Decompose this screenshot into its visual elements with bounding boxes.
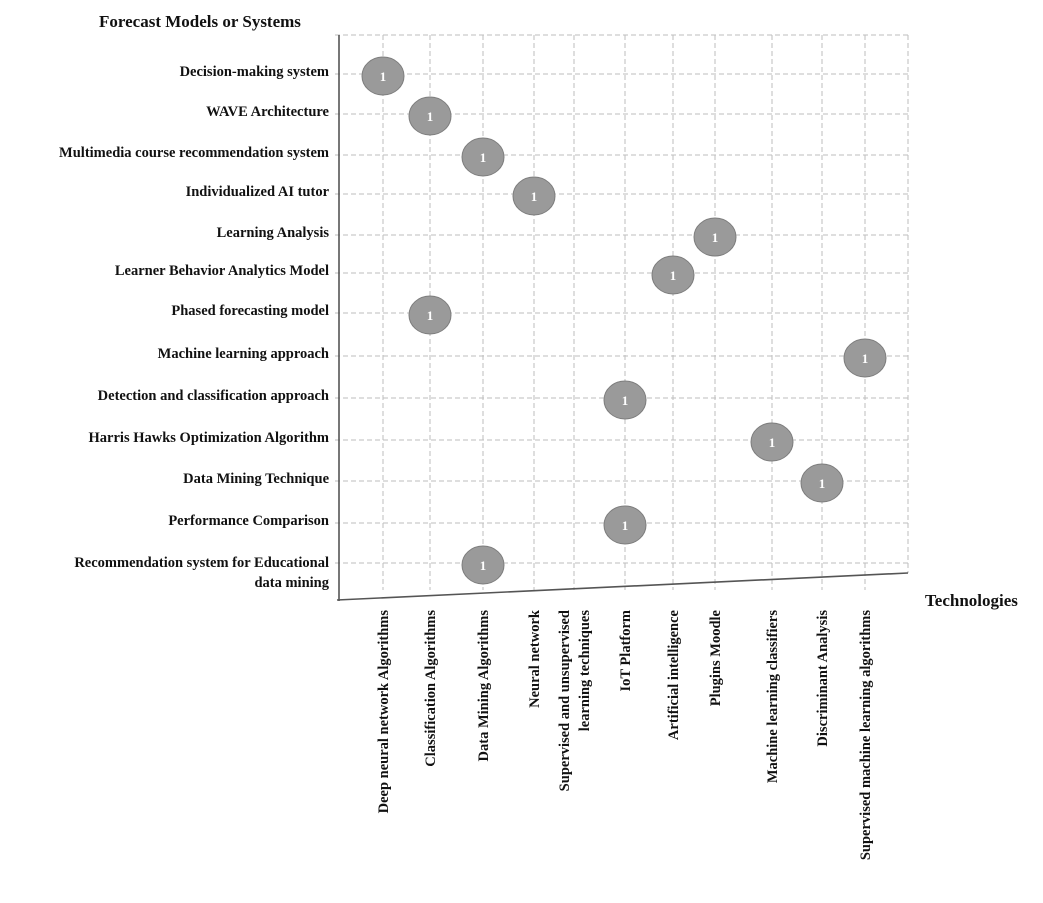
bubbles: 1 1 1 1 1 1 1 1 1 1 1 1 1 [361,56,887,585]
bubble-value-label: 1 [480,150,487,165]
bubble [361,56,405,96]
row-label: Learner Behavior Analytics Model [115,263,329,279]
column-label-line: Artificial intelligence [666,609,682,740]
column-label: Plugins Moodle [708,609,724,706]
column-label-text: Data Mining Algorithms [476,610,492,762]
bubble [750,422,794,462]
row-label-line: Phased forecasting model [171,303,329,319]
row-label: Data Mining Technique [183,471,329,487]
column-label-text: Supervised and unsupervised learning tech… [557,610,593,792]
column-label-line: Plugins Moodle [708,609,724,706]
bubble-value-label: 1 [427,109,434,124]
bubble [800,463,844,503]
column-label-line: Supervised and unsupervised [557,610,573,791]
column-label-line: Deep neural network Algorithms [376,610,392,814]
column-label: Artificial intelligence [666,609,682,740]
bubble-value-label: 1 [380,69,387,84]
row-label: Learning Analysis [217,225,330,241]
x-axis-line [336,572,909,601]
column-label-text: Supervised machine learning algorithms [858,610,874,860]
column-label-text: Plugins Moodle [708,609,724,706]
bubble [408,295,452,335]
column-labels: Deep neural network Algorithms Classifica… [376,609,874,860]
bubble-value-label: 1 [819,476,826,491]
bubble [461,545,505,585]
bubble [843,338,887,378]
column-label-text: Classification Algorithms [423,610,439,767]
bubble-value-label: 1 [531,189,538,204]
row-label-line: Learning Analysis [217,225,330,241]
column-label-line: Supervised machine learning algorithms [858,610,874,860]
column-label-text: Artificial intelligence [666,609,682,740]
row-label-line: WAVE Architecture [206,104,329,120]
row-label-line: Machine learning approach [158,346,329,362]
row-label: Harris Hawks Optimization Algorithm [89,430,329,446]
row-label-line: Learner Behavior Analytics Model [115,263,329,279]
row-label-line: Recommendation system for Educational [74,555,329,571]
column-label: Supervised and unsupervised learning tech… [557,610,593,792]
row-label: Decision-making system [180,64,329,80]
bubble [651,255,695,295]
bubble-value-label: 1 [427,308,434,323]
bubble-value-label: 1 [670,268,677,283]
bubble-value-label: 1 [862,351,869,366]
column-label-line: Neural network [527,609,543,708]
column-label: Neural network [527,609,543,708]
row-label: Performance Comparison [168,513,329,529]
column-label-line: Discriminant Analysis [815,610,831,747]
row-label: Multimedia course recommendation system [59,145,329,161]
column-label-text: Deep neural network Algorithms [376,610,392,814]
bubble-value-label: 1 [480,558,487,573]
row-label-line: Data Mining Technique [183,471,329,487]
x-axis-title: Technologies [925,591,1018,610]
bubble-value-label: 1 [769,435,776,450]
row-label-line: Detection and classification approach [98,388,329,404]
column-label-text: Discriminant Analysis [815,610,831,747]
row-label: WAVE Architecture [206,104,329,120]
row-labels: Decision-making system WAVE Architecture M… [59,64,330,591]
row-label-line: data mining [254,575,329,591]
column-label-line: learning techniques [577,610,593,732]
row-label: Machine learning approach [158,346,329,362]
column-label-line: Classification Algorithms [423,610,439,767]
column-label: Deep neural network Algorithms [376,610,392,814]
column-label-text: IoT Platform [618,610,634,692]
row-label: Phased forecasting model [171,303,329,319]
row-label: Detection and classification approach [98,388,329,404]
row-label-line: Performance Comparison [168,513,329,529]
column-label-line: Data Mining Algorithms [476,610,492,762]
column-label-line: Machine learning classifiers [765,610,781,784]
column-label-text: Machine learning classifiers [765,610,781,784]
column-label: Machine learning classifiers [765,610,781,784]
bubble-value-label: 1 [622,393,629,408]
row-label: Recommendation system for Educational dat… [74,555,329,591]
column-label-line: IoT Platform [618,610,634,692]
column-label: Discriminant Analysis [815,610,831,747]
bubble [693,217,737,257]
y-axis-title: Forecast Models or Systems [99,12,301,31]
bubble [603,505,647,545]
row-label-line: Individualized AI tutor [186,184,330,200]
row-label-line: Multimedia course recommendation system [59,145,329,161]
bubble [512,176,556,216]
column-label: Data Mining Algorithms [476,610,492,762]
column-label: Supervised machine learning algorithms [858,610,874,860]
bubble [461,137,505,177]
row-label-line: Decision-making system [180,64,329,80]
row-label-line: Harris Hawks Optimization Algorithm [89,430,329,446]
bubble [408,96,452,136]
bubble [603,380,647,420]
row-label: Individualized AI tutor [186,184,330,200]
column-label: IoT Platform [618,610,634,692]
bubble-value-label: 1 [712,230,719,245]
column-label-text: Neural network [527,609,543,708]
axes [336,35,909,601]
bubble-value-label: 1 [622,518,629,533]
column-label: Classification Algorithms [423,610,439,767]
